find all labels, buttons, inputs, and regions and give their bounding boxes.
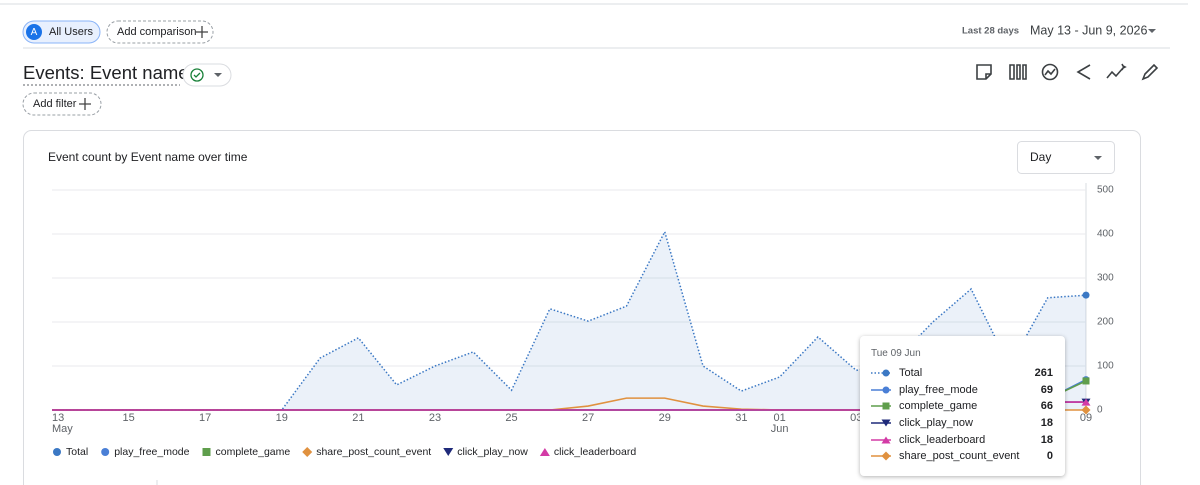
segment-avatar: A <box>31 27 38 38</box>
check-icon <box>190 68 204 82</box>
tooltip-row: complete_game 66 <box>871 398 1053 415</box>
tooltip-value: 18 <box>1040 433 1053 446</box>
x-tick-label: 09 <box>1079 412 1093 424</box>
tooltip-name: play_free_mode <box>899 383 978 396</box>
y-tick-label: 400 <box>1097 229 1114 240</box>
tooltip-marker <box>882 402 890 410</box>
tooltip-name: click_leaderboard <box>899 433 986 446</box>
add-comparison-chip[interactable] <box>106 20 214 44</box>
segment-chip[interactable] <box>22 20 101 44</box>
tooltip-marker <box>881 451 891 461</box>
y-tick-label: 500 <box>1097 185 1114 196</box>
tooltip-name: click_play_now <box>899 417 973 430</box>
check-mark <box>193 72 201 78</box>
x-tick-label: 29 <box>658 412 671 424</box>
segment-avatar-circle <box>26 24 42 40</box>
legend-marker <box>53 448 61 456</box>
x-tick-label: 13 May <box>52 412 73 435</box>
y-tick-label: 100 <box>1097 361 1114 372</box>
tooltip-icon <box>871 369 891 377</box>
granularity-select[interactable] <box>1017 141 1115 174</box>
x-tick-label: 03 <box>850 412 863 424</box>
tooltip-marker <box>882 369 890 377</box>
legend-marker <box>443 448 454 456</box>
add-filter-chip[interactable] <box>22 92 102 116</box>
tooltip-name: Total <box>899 367 923 380</box>
legend-marker <box>302 447 313 457</box>
tooltip-row: share_post_count_event 0 <box>871 448 1053 465</box>
x-tick-label: 27 <box>582 412 595 424</box>
insights-line <box>1044 68 1056 76</box>
status-chip[interactable] <box>182 63 232 87</box>
legend-label[interactable]: Total <box>66 446 88 458</box>
tooltip-marker <box>881 419 891 427</box>
area <box>52 231 1086 410</box>
granularity[interactable]: Day <box>1030 150 1051 164</box>
legend-marker <box>202 448 211 456</box>
edit-icon[interactable] <box>1141 63 1159 81</box>
y-tick-label: 300 <box>1097 273 1114 284</box>
add-filter[interactable]: Add filter <box>33 98 77 110</box>
x-tick-label: 21 <box>352 412 365 424</box>
tooltip-row: play_free_mode 69 <box>871 382 1053 399</box>
share-icon[interactable] <box>1076 64 1091 80</box>
date-caret[interactable] <box>1148 29 1156 33</box>
tooltip-icon <box>871 402 891 410</box>
x-tick-label: 01 Jun <box>770 412 789 435</box>
x-tick-label: 23 <box>428 412 442 424</box>
y-tick-label: 0 <box>1097 405 1103 416</box>
x-tick-label: 15 <box>122 412 135 424</box>
segment-label[interactable]: All Users <box>49 26 94 38</box>
tooltip-row: click_leaderboard 18 <box>871 431 1053 448</box>
tooltip-value: 69 <box>1040 383 1053 396</box>
status-caret <box>214 73 222 77</box>
legend-label[interactable]: click_play_now <box>457 446 528 458</box>
tooltip-name: share_post_count_event <box>899 450 1020 463</box>
tooltip-icon <box>871 386 891 394</box>
tooltip-icon <box>871 436 891 444</box>
tooltip-row: click_play_now 18 <box>871 415 1053 432</box>
notes-icon[interactable] <box>976 64 992 80</box>
x-tick-label: 17 <box>199 412 212 424</box>
insights-icon[interactable] <box>1041 63 1059 81</box>
legend-marker <box>539 448 550 456</box>
tooltip-row: Total 261 <box>871 365 1053 382</box>
plus-icon <box>196 26 208 38</box>
report-title[interactable]: Events: Event name <box>23 62 189 83</box>
date-range-label: Last 28 days <box>962 26 1019 37</box>
legend-label[interactable]: share_post_count_event <box>316 446 431 458</box>
tooltip-icon <box>871 451 891 461</box>
tooltip-marker <box>881 436 891 444</box>
tooltip-title: Tue 09 Jun <box>871 348 921 359</box>
tooltip-value: 66 <box>1040 400 1053 413</box>
tooltip-value: 18 <box>1040 417 1053 430</box>
tooltip-icon <box>871 419 891 427</box>
marker <box>1081 405 1091 415</box>
date-range[interactable]: May 13 - Jun 9, 2026 <box>1030 23 1147 37</box>
tooltip-marker <box>882 386 890 394</box>
legend-marker <box>101 448 110 456</box>
plus-icon <box>79 98 91 110</box>
x-tick-label: 25 <box>505 412 518 424</box>
y-tick-label: 200 <box>1097 317 1114 328</box>
x-tick-label: 19 <box>275 412 288 424</box>
trend-icon[interactable] <box>1106 63 1127 79</box>
marker <box>1081 398 1091 406</box>
tooltip-value: 0 <box>1046 450 1053 463</box>
toolbar <box>976 63 1159 81</box>
legend-label[interactable]: complete_game <box>216 446 291 458</box>
legend-label[interactable]: play_free_mode <box>114 446 189 458</box>
chart-title: Event count by Event name over time <box>48 150 248 164</box>
x-tick-label: 31 <box>735 412 748 424</box>
marker <box>1082 291 1090 299</box>
compare-icon[interactable] <box>1009 64 1027 80</box>
legend-label[interactable]: click_leaderboard <box>554 446 636 458</box>
add-comparison[interactable]: Add comparison <box>117 26 197 38</box>
tooltip: Tue 09 Jun Total 261 play_free_mode 69 compl… <box>860 336 1065 476</box>
tooltip-name: complete_game <box>899 400 978 413</box>
tooltip-value: 261 <box>1034 367 1053 380</box>
granularity-caret[interactable] <box>1094 156 1102 160</box>
marker <box>1082 377 1090 385</box>
